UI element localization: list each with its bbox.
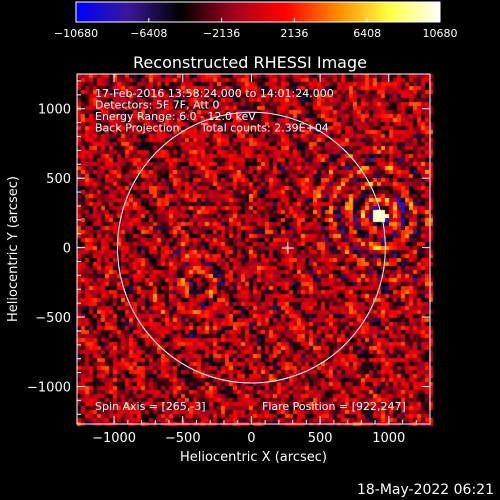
annotation-detectors: Detectors: 5F 7F, Att 0	[95, 99, 219, 112]
flare-position-label: Flare Position = [922,247]	[262, 400, 406, 413]
annotation-total-counts: Total counts: 2.39E+04	[200, 122, 329, 135]
annotation-method: Back Projection	[95, 122, 180, 135]
y-tick-label: 500	[46, 172, 71, 187]
chart-title: Reconstructed RHESSI Image	[133, 53, 367, 72]
x-tick-label: 1000	[372, 431, 405, 446]
footer-date: 18-May-2022 06:21	[356, 482, 494, 498]
x-tick-label: −1000	[92, 431, 136, 446]
plot-frame	[76, 73, 431, 425]
solar-limb-circle	[117, 111, 386, 384]
colorbar-tick-label: −10680	[53, 27, 99, 40]
colorbar-tick-label: −2136	[202, 27, 241, 40]
colorbar-frame	[75, 1, 441, 23]
y-axis-label: Heliocentric Y (arcsec)	[6, 176, 21, 322]
annotation-time-range: 17-Feb-2016 13:58:24.000 to 14:01:24.000	[95, 87, 334, 100]
x-tick-label: 0	[247, 431, 255, 446]
colorbar-tick-label: 6408	[353, 27, 382, 40]
x-tick-label: −500	[165, 431, 201, 446]
colorbar-tick-label: −6408	[130, 27, 168, 40]
y-tick-label: −500	[35, 311, 71, 326]
spin-axis-label: Spin Axis = [265,-3]	[95, 400, 206, 413]
x-tick-label: 500	[308, 431, 333, 446]
x-axis-label: Heliocentric X (arcsec)	[180, 450, 327, 465]
annotation-energy-range: Energy Range: 6.0 - 12.0 keV	[95, 110, 256, 123]
y-tick-label: 0	[63, 242, 71, 257]
colorbar-tick-label: 2136	[280, 27, 309, 40]
y-tick-label: 1000	[38, 103, 71, 118]
y-tick-label: −1000	[27, 381, 71, 396]
colorbar-tick-label: 10680	[422, 27, 458, 40]
